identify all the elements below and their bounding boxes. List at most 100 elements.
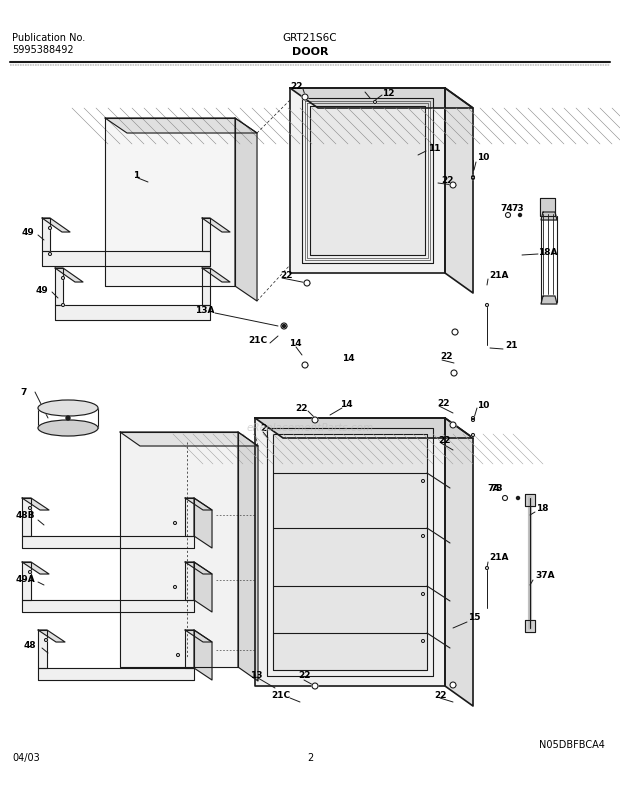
Circle shape <box>422 479 425 483</box>
Text: 37A: 37A <box>535 570 555 580</box>
Text: 10: 10 <box>477 400 489 410</box>
Text: N05DBFBCA4: N05DBFBCA4 <box>539 740 605 750</box>
Text: 21A: 21A <box>489 554 508 562</box>
Polygon shape <box>290 88 473 108</box>
Ellipse shape <box>312 417 318 423</box>
Polygon shape <box>310 106 425 255</box>
Circle shape <box>45 638 48 642</box>
Circle shape <box>422 535 425 538</box>
Circle shape <box>471 176 474 180</box>
Circle shape <box>174 521 177 524</box>
Circle shape <box>422 639 425 642</box>
Text: 49A: 49A <box>16 576 36 585</box>
Polygon shape <box>540 198 555 216</box>
Text: 49: 49 <box>36 286 49 294</box>
Text: 15: 15 <box>468 614 481 623</box>
Text: 21A: 21A <box>489 271 508 279</box>
Polygon shape <box>185 498 194 536</box>
Text: 22: 22 <box>440 351 453 361</box>
Text: 22: 22 <box>280 271 293 279</box>
Ellipse shape <box>312 683 318 689</box>
Text: 21C: 21C <box>271 691 290 699</box>
Circle shape <box>283 324 285 327</box>
Polygon shape <box>120 432 238 667</box>
Polygon shape <box>194 562 212 612</box>
Circle shape <box>66 416 70 420</box>
Text: 7: 7 <box>20 388 27 396</box>
Polygon shape <box>194 498 212 548</box>
Polygon shape <box>38 630 65 642</box>
Ellipse shape <box>451 370 457 376</box>
Circle shape <box>485 566 489 570</box>
Text: 73: 73 <box>490 483 503 493</box>
Circle shape <box>471 417 474 419</box>
Polygon shape <box>120 432 258 446</box>
Circle shape <box>174 585 177 589</box>
Polygon shape <box>42 218 50 251</box>
Ellipse shape <box>302 94 308 100</box>
Circle shape <box>48 252 51 255</box>
Polygon shape <box>38 630 47 668</box>
Polygon shape <box>22 600 194 612</box>
Polygon shape <box>22 498 31 536</box>
Polygon shape <box>202 218 210 251</box>
Polygon shape <box>202 218 230 232</box>
Polygon shape <box>255 418 445 686</box>
Circle shape <box>29 506 32 509</box>
Polygon shape <box>194 630 212 680</box>
Polygon shape <box>235 118 257 301</box>
Circle shape <box>485 304 489 306</box>
Circle shape <box>516 497 520 499</box>
Polygon shape <box>22 498 49 510</box>
Polygon shape <box>105 118 235 286</box>
Polygon shape <box>185 562 212 574</box>
Circle shape <box>518 214 521 217</box>
Polygon shape <box>238 432 258 681</box>
Polygon shape <box>55 268 63 305</box>
Text: 14: 14 <box>289 339 301 347</box>
Polygon shape <box>525 494 535 506</box>
Text: 2: 2 <box>260 423 266 433</box>
Text: 73: 73 <box>511 203 524 213</box>
Circle shape <box>471 176 474 179</box>
Text: 14: 14 <box>342 354 355 362</box>
Text: 10: 10 <box>477 153 489 161</box>
Text: 04/03: 04/03 <box>12 753 40 763</box>
Ellipse shape <box>38 420 98 436</box>
Polygon shape <box>202 268 210 305</box>
Circle shape <box>471 433 474 437</box>
Circle shape <box>471 418 474 422</box>
Text: 49: 49 <box>22 228 35 237</box>
Text: 74: 74 <box>487 483 500 493</box>
Circle shape <box>48 226 51 229</box>
Polygon shape <box>38 668 194 680</box>
Text: 22: 22 <box>298 672 311 680</box>
Ellipse shape <box>302 362 308 368</box>
Text: 22: 22 <box>441 176 453 184</box>
Text: 48: 48 <box>24 641 37 649</box>
Polygon shape <box>22 562 31 600</box>
Text: 13A: 13A <box>195 305 215 315</box>
Text: 12: 12 <box>382 89 394 97</box>
Polygon shape <box>22 536 194 548</box>
Ellipse shape <box>304 280 310 286</box>
Circle shape <box>61 277 64 279</box>
Text: 22: 22 <box>434 691 446 699</box>
Text: 18: 18 <box>536 504 549 513</box>
Polygon shape <box>525 620 535 632</box>
Circle shape <box>61 304 64 306</box>
Polygon shape <box>22 562 49 574</box>
Circle shape <box>373 100 376 104</box>
Polygon shape <box>185 498 212 510</box>
Text: 1: 1 <box>133 171 140 180</box>
Polygon shape <box>185 630 194 668</box>
Polygon shape <box>290 88 445 273</box>
Ellipse shape <box>502 495 508 501</box>
Ellipse shape <box>281 323 287 329</box>
Text: 22: 22 <box>291 81 303 90</box>
Polygon shape <box>105 118 257 133</box>
Text: 14: 14 <box>340 399 353 408</box>
Polygon shape <box>185 562 194 600</box>
Ellipse shape <box>38 400 98 416</box>
Text: 11: 11 <box>428 143 440 153</box>
